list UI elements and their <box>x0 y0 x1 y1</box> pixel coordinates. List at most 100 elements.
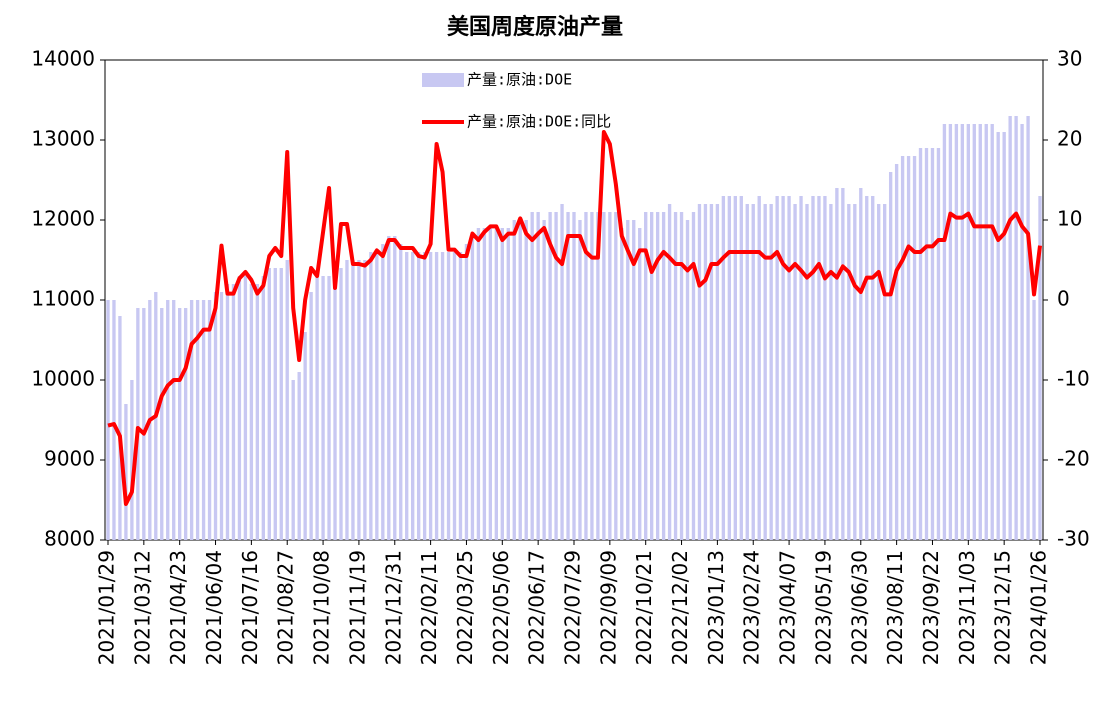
y2-tick-label: 20 <box>1057 127 1082 151</box>
bar <box>978 124 982 540</box>
bar <box>960 124 965 540</box>
bar <box>888 172 893 540</box>
bar <box>685 220 690 540</box>
bar <box>602 212 606 540</box>
bar <box>649 212 654 540</box>
legend-swatch <box>422 73 464 87</box>
bar <box>1020 124 1024 540</box>
bar <box>249 284 254 540</box>
bar <box>213 292 218 540</box>
bar <box>936 148 941 540</box>
bar <box>428 252 433 540</box>
bar <box>835 188 839 540</box>
bar <box>351 260 355 540</box>
x-tick-label: 2023/09/22 <box>919 550 943 665</box>
bar <box>130 380 134 540</box>
legend-label: 产量:原油:DOE:同比 <box>467 113 611 131</box>
bar <box>237 276 242 540</box>
bar <box>871 196 875 540</box>
bar <box>584 212 588 540</box>
bar <box>703 204 708 540</box>
x-tick-label: 2022/12/02 <box>668 550 692 665</box>
y-tick-label: 10000 <box>31 367 95 391</box>
bar <box>518 220 522 540</box>
bar <box>315 276 319 540</box>
bar <box>327 276 331 540</box>
bar <box>219 292 224 540</box>
x-tick-label: 2023/05/19 <box>811 550 835 665</box>
bar <box>942 124 947 540</box>
y2-tick-label: -10 <box>1057 367 1090 391</box>
x-tick-label: 2021/08/27 <box>274 550 298 665</box>
bar <box>572 212 576 540</box>
bar <box>458 252 463 540</box>
bar <box>267 268 271 540</box>
bar <box>112 300 116 540</box>
bar <box>1008 116 1012 540</box>
bar <box>1002 132 1006 540</box>
bar <box>512 220 516 540</box>
x-tick-label: 2022/03/25 <box>453 550 477 665</box>
bar <box>189 300 194 540</box>
bar <box>548 212 552 540</box>
x-tick-label: 2022/10/21 <box>632 550 656 665</box>
bar <box>488 228 493 540</box>
bar <box>339 268 343 540</box>
bar <box>142 308 146 540</box>
chart-title: 美国周度原油产量 <box>447 14 623 40</box>
bar <box>918 148 923 540</box>
x-tick-label: 2021/07/16 <box>238 550 262 665</box>
bar <box>279 268 283 540</box>
y-tick-label: 12000 <box>31 207 95 231</box>
y-tick-label: 8000 <box>44 527 95 551</box>
bar <box>375 252 379 540</box>
bar <box>446 252 451 540</box>
line <box>107 130 1042 506</box>
bar <box>984 124 988 540</box>
bar <box>847 204 851 540</box>
bar <box>207 300 212 540</box>
bar <box>745 204 749 540</box>
bar <box>411 252 415 540</box>
bar <box>769 204 773 540</box>
bar <box>596 212 600 540</box>
x-tick-label: 2022/09/09 <box>596 550 620 665</box>
bar <box>464 244 469 540</box>
bar <box>632 220 636 540</box>
bar <box>990 124 994 540</box>
bar <box>793 204 797 540</box>
bar <box>452 252 457 540</box>
bar <box>620 228 624 540</box>
bar <box>500 228 504 540</box>
bar <box>841 188 845 540</box>
bar <box>178 308 182 540</box>
bar <box>906 156 911 540</box>
bar <box>363 260 367 540</box>
bar <box>405 252 409 540</box>
bar <box>183 308 188 540</box>
bar <box>948 124 953 540</box>
y-tick-label: 14000 <box>31 47 95 71</box>
bar <box>727 196 732 540</box>
bar <box>679 212 684 540</box>
bar <box>715 204 720 540</box>
bar <box>912 156 917 540</box>
bar <box>566 212 570 540</box>
x-tick-label: 2021/06/04 <box>202 550 226 665</box>
bar <box>136 308 140 540</box>
y2-tick-label: -30 <box>1057 527 1090 551</box>
bar <box>225 284 230 540</box>
bar <box>811 196 815 540</box>
bar <box>972 124 976 540</box>
bar <box>201 300 206 540</box>
bar <box>536 212 540 540</box>
y2-tick-label: 10 <box>1057 207 1082 231</box>
bar <box>124 404 128 540</box>
bar <box>303 332 307 540</box>
bar <box>440 252 445 540</box>
x-tick-label: 2022/07/29 <box>561 550 585 665</box>
bar <box>709 204 714 540</box>
bar <box>691 212 696 540</box>
